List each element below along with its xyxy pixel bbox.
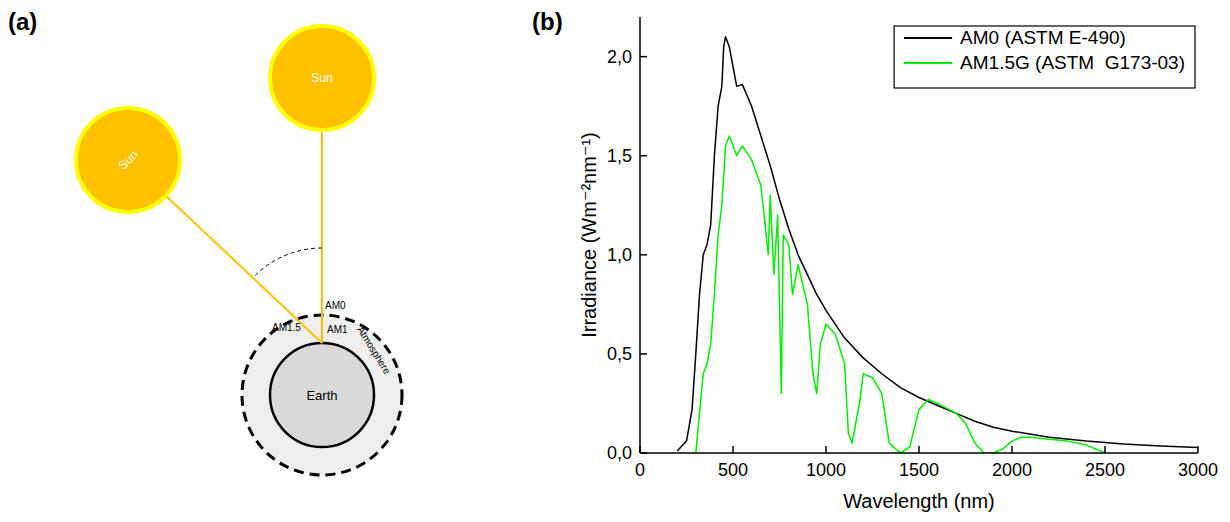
y-tick (640, 56, 647, 58)
earth (270, 343, 374, 447)
sun-label: Sun (115, 147, 140, 172)
x-tick-label: 0 (635, 460, 645, 480)
x-axis-title: Wavelength (nm) (843, 490, 995, 512)
y-tick-label: 1,5 (607, 146, 632, 166)
legend-swatch (904, 62, 952, 64)
x-tick (825, 446, 827, 453)
y-tick-label: 1,0 (607, 245, 632, 265)
x-tick-label: 500 (718, 460, 748, 480)
earth-label: Earth (306, 388, 337, 403)
air-mass-label: AM1.5 (272, 322, 301, 333)
x-tick (639, 446, 641, 453)
y-tick-label: 2,0 (607, 47, 632, 67)
atmosphere-label: Atmosphere (355, 324, 393, 376)
x-tick (1011, 446, 1013, 453)
y-tick-label: 0,0 (607, 443, 632, 463)
y-tick (640, 155, 647, 157)
y-tick (640, 452, 647, 454)
sun-label: Sun (311, 71, 332, 85)
x-tick (732, 446, 734, 453)
sun-ray (166, 196, 322, 343)
y-tick (640, 254, 647, 256)
x-tick-label: 2500 (1085, 460, 1125, 480)
diagram: Earth Sun Sun AM0 AM1.5 AM1 Atmosphere (76, 26, 402, 475)
y-axis-title: Irradiance (Wm⁻²nm⁻¹) (578, 132, 600, 338)
legend-swatch (904, 37, 952, 39)
sun-ray (321, 130, 323, 343)
figure: (a) (b) Earth Sun Sun AM0 AM1.5 AM1 Atmosphere 0 5… (0, 0, 1230, 522)
spectrum-line (692, 136, 1105, 453)
sun (270, 26, 374, 130)
air-mass-label: AM1 (327, 324, 348, 335)
x-tick (1104, 446, 1106, 453)
y-tick-label: 0,5 (607, 344, 632, 364)
series-group (677, 37, 1198, 453)
x-tick (1197, 446, 1199, 453)
legend-label: AM0 (ASTM E-490) (960, 27, 1126, 48)
x-tick-label: 1500 (899, 460, 939, 480)
panel-label: (a) (8, 8, 37, 35)
air-mass-label: AM0 (325, 300, 346, 311)
chart: 0 500 1000 1500 2000 2500 3000 0,0 0,5 1,0 1,5 2,0 W… (578, 17, 1218, 512)
legend-box (894, 26, 1195, 88)
y-tick (640, 353, 647, 355)
spectrum-line (677, 37, 1198, 451)
x-tick-label: 3000 (1178, 460, 1218, 480)
y-axis (639, 17, 641, 453)
panel-label: (b) (532, 8, 563, 35)
x-tick (918, 446, 920, 453)
legend-label: AM1.5G (ASTM G173-03) (960, 52, 1185, 73)
x-tick-label: 2000 (992, 460, 1032, 480)
x-tick-label: 1000 (806, 460, 846, 480)
legend: AM0 (ASTM E-490) AM1.5G (ASTM G173-03) (894, 26, 1195, 88)
sun (76, 108, 180, 212)
zenith-arc (253, 248, 322, 278)
